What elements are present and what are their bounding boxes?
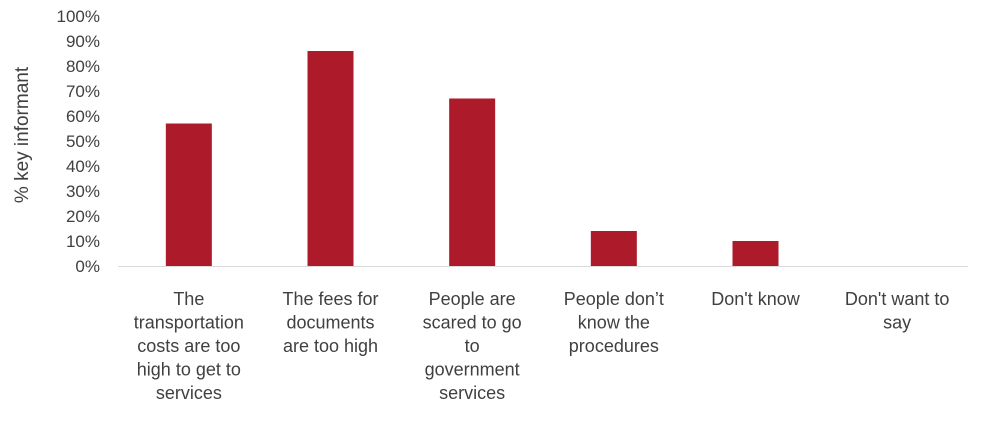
y-axis-ticks: 0% 10% 20% 30% 40% 50% 60% 70% 80% 90% 100% <box>57 7 100 276</box>
x-category-label: The transportation costs are too high to ge… <box>134 289 244 403</box>
x-category-label-line: The <box>173 289 204 309</box>
x-category-label: The fees for documents are too high <box>282 289 378 356</box>
bar <box>165 123 212 266</box>
x-category-label-line: costs are too <box>137 336 240 356</box>
x-category-label-line: procedures <box>569 336 659 356</box>
y-axis-title: % key informant <box>12 66 33 203</box>
y-tick-label: 60% <box>66 107 100 126</box>
bar <box>449 98 496 266</box>
x-category-label: People don’t know the procedures <box>564 289 664 356</box>
y-tick-label: 0% <box>75 257 100 276</box>
x-category-label-line: scared to go <box>423 313 522 333</box>
x-category-label-line: are too high <box>283 336 378 356</box>
x-category-label-line: The fees for <box>282 289 378 309</box>
bars <box>165 51 779 266</box>
x-category-label: Don't want to say <box>845 289 950 333</box>
bar <box>307 51 354 266</box>
x-category-label-line: documents <box>286 313 374 333</box>
x-category-label-line: government <box>425 360 520 380</box>
y-tick-label: 90% <box>66 32 100 51</box>
y-tick-label: 20% <box>66 207 100 226</box>
x-category-label-line: services <box>156 383 222 403</box>
x-category-label-line: People don’t <box>564 289 664 309</box>
y-tick-label: 40% <box>66 157 100 176</box>
y-tick-label: 10% <box>66 232 100 251</box>
bar <box>590 231 637 266</box>
x-category-label-line: to <box>465 336 480 356</box>
y-tick-label: 100% <box>57 7 100 26</box>
x-category-label-line: say <box>883 313 911 333</box>
x-category-label-line: transportation <box>134 313 244 333</box>
x-category-label-line: People are <box>429 289 516 309</box>
x-category-label-line: know the <box>578 313 650 333</box>
x-category-label-line: Don't want to <box>845 289 950 309</box>
bar <box>732 241 779 266</box>
y-tick-label: 50% <box>66 132 100 151</box>
x-category-label-line: high to get to <box>137 360 241 380</box>
y-tick-label: 80% <box>66 57 100 76</box>
x-category-label: Don't know <box>711 289 800 309</box>
y-tick-label: 70% <box>66 82 100 101</box>
x-category-label-line: services <box>439 383 505 403</box>
x-axis-categories: The transportation costs are too high to ge… <box>134 289 950 403</box>
x-category-label: People are scared to go to government servic… <box>423 289 522 403</box>
y-tick-label: 30% <box>66 182 100 201</box>
x-category-label-line: Don't know <box>711 289 800 309</box>
